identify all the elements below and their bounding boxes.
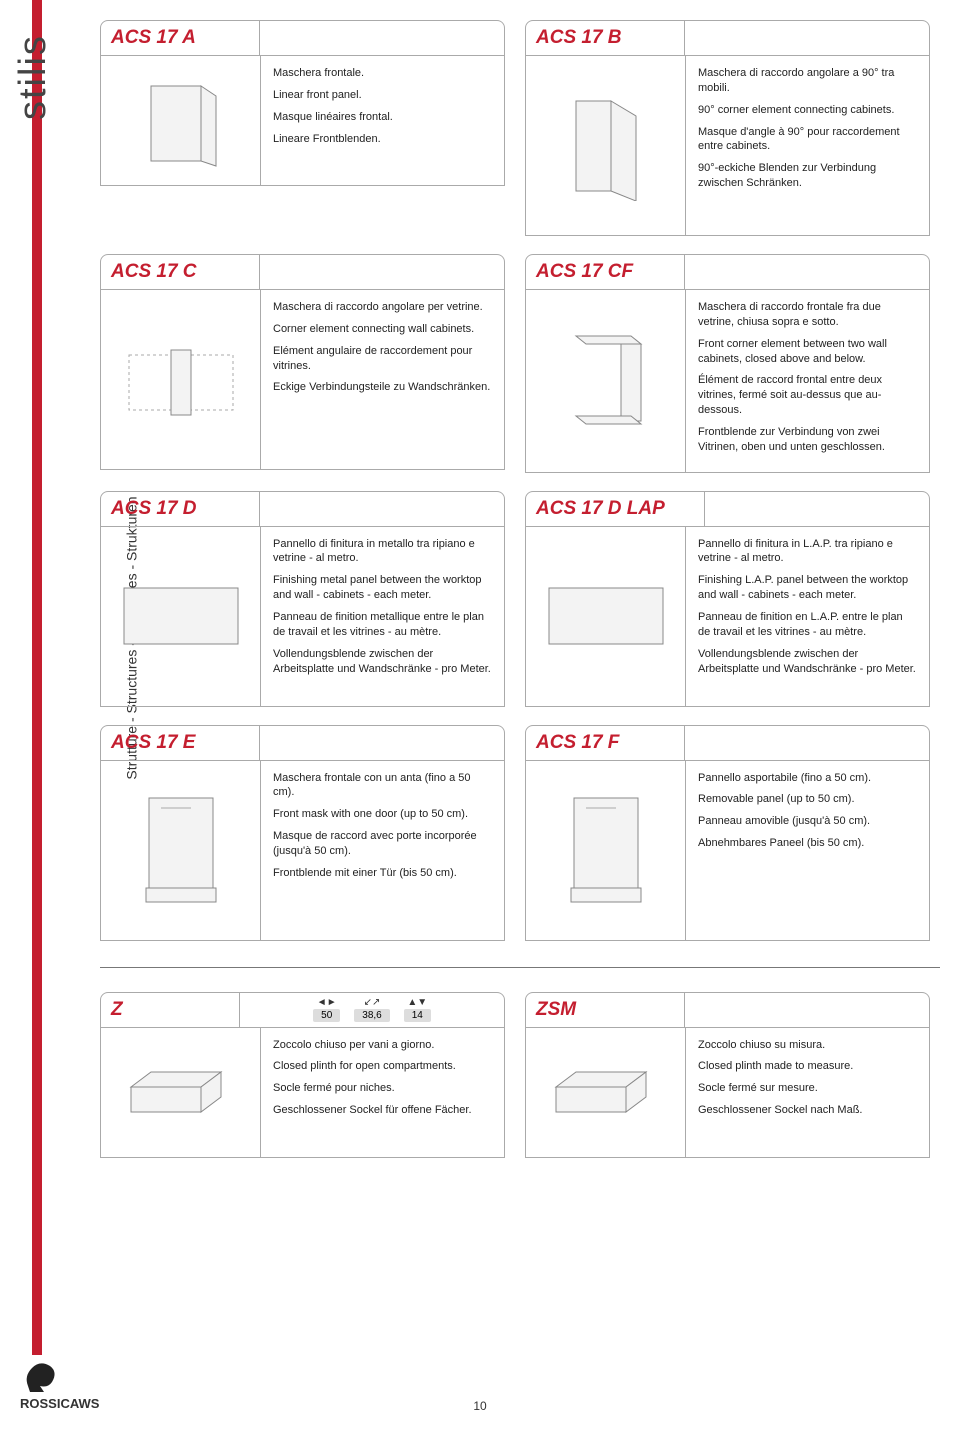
card-acs-17-e: ACS 17 E Maschera frontale con un anta (…	[100, 725, 505, 941]
card-description: Maschera di raccordo angolare a 90° tra …	[686, 56, 929, 235]
card-illustration	[526, 290, 686, 472]
card-blank-cell	[260, 725, 505, 761]
brand-logo: stilis	[12, 34, 55, 120]
card-description: Maschera di raccordo angolare per vetrin…	[261, 290, 504, 469]
card-description: Maschera frontale con un anta (fino a 50…	[261, 761, 504, 940]
card-illustration	[101, 761, 261, 940]
card-blank-cell	[685, 254, 930, 290]
card-acs-17-c: ACS 17 C Maschera di raccordo angolare p…	[100, 254, 505, 473]
card-acs-17-b: ACS 17 B Maschera di raccordo angolare a…	[525, 20, 930, 236]
card-code: ACS 17 B	[536, 27, 622, 49]
footer-brand-logo: ROSSICAWS	[20, 1356, 99, 1411]
card-blank-cell	[260, 254, 505, 290]
card-illustration	[526, 761, 686, 940]
card-illustration	[101, 1028, 261, 1157]
catalog-grid: ACS 17 A Maschera frontale. Linear front…	[100, 20, 940, 1176]
card-blank-cell	[685, 992, 930, 1028]
dim-depth: 38,6	[354, 1009, 389, 1022]
section-divider	[100, 967, 940, 968]
card-code: ACS 17 D LAP	[536, 498, 665, 520]
card-description: Pannello di finitura in L.A.P. tra ripia…	[686, 527, 929, 706]
card-description: Zoccolo chiuso su misura. Closed plinth …	[686, 1028, 929, 1157]
dim-height: 14	[404, 1009, 431, 1022]
page-number: 10	[473, 1399, 486, 1413]
accent-bar	[32, 0, 42, 1355]
card-illustration	[101, 56, 261, 185]
card-code: ACS 17 C	[111, 261, 197, 283]
dim-width: 50	[313, 1009, 340, 1022]
card-z: Z ◄►50 ↙↗38,6 ▲▼14	[100, 992, 505, 1158]
card-acs-17-a: ACS 17 A Maschera frontale. Linear front…	[100, 20, 505, 236]
card-blank-cell	[260, 20, 505, 56]
card-dimensions: ◄►50 ↙↗38,6 ▲▼14	[240, 992, 505, 1028]
card-code: ZSM	[536, 999, 576, 1021]
card-blank-cell	[705, 491, 930, 527]
depth-arrow-icon: ↙↗	[364, 997, 381, 1008]
card-code: ACS 17 F	[536, 732, 619, 754]
card-description: Pannello di finitura in metallo tra ripi…	[261, 527, 504, 706]
card-blank-cell	[685, 20, 930, 56]
card-illustration	[526, 527, 686, 706]
card-description: Zoccolo chiuso per vani a giorno. Closed…	[261, 1028, 504, 1157]
height-arrow-icon: ▲▼	[407, 997, 427, 1008]
card-code: ACS 17 A	[111, 27, 196, 49]
card-acs-17-d: ACS 17 D Pannello di finitura in metallo…	[100, 491, 505, 707]
card-description: Maschera di raccordo frontale fra due ve…	[686, 290, 929, 472]
card-illustration	[526, 56, 686, 235]
card-description: Maschera frontale. Linear front panel. M…	[261, 56, 504, 185]
card-code: Z	[111, 999, 123, 1021]
card-zsm: ZSM Zoccolo chiuso su misura. Closed pli…	[525, 992, 930, 1158]
card-acs-17-cf: ACS 17 CF Maschera di raccordo frontale …	[525, 254, 930, 473]
card-blank-cell	[260, 491, 505, 527]
card-code: ACS 17 E	[111, 732, 195, 754]
width-arrow-icon: ◄►	[317, 997, 337, 1008]
card-description: Pannello asportabile (fino a 50 cm). Rem…	[686, 761, 929, 940]
card-illustration	[526, 1028, 686, 1157]
card-code: ACS 17 CF	[536, 261, 633, 283]
card-illustration	[101, 290, 261, 469]
card-acs-17-f: ACS 17 F Pannello asportabile (fino a 50…	[525, 725, 930, 941]
card-acs-17-d-lap: ACS 17 D LAP Pannello di finitura in L.A…	[525, 491, 930, 707]
card-blank-cell	[685, 725, 930, 761]
card-illustration	[101, 527, 261, 706]
card-code: ACS 17 D	[111, 498, 197, 520]
